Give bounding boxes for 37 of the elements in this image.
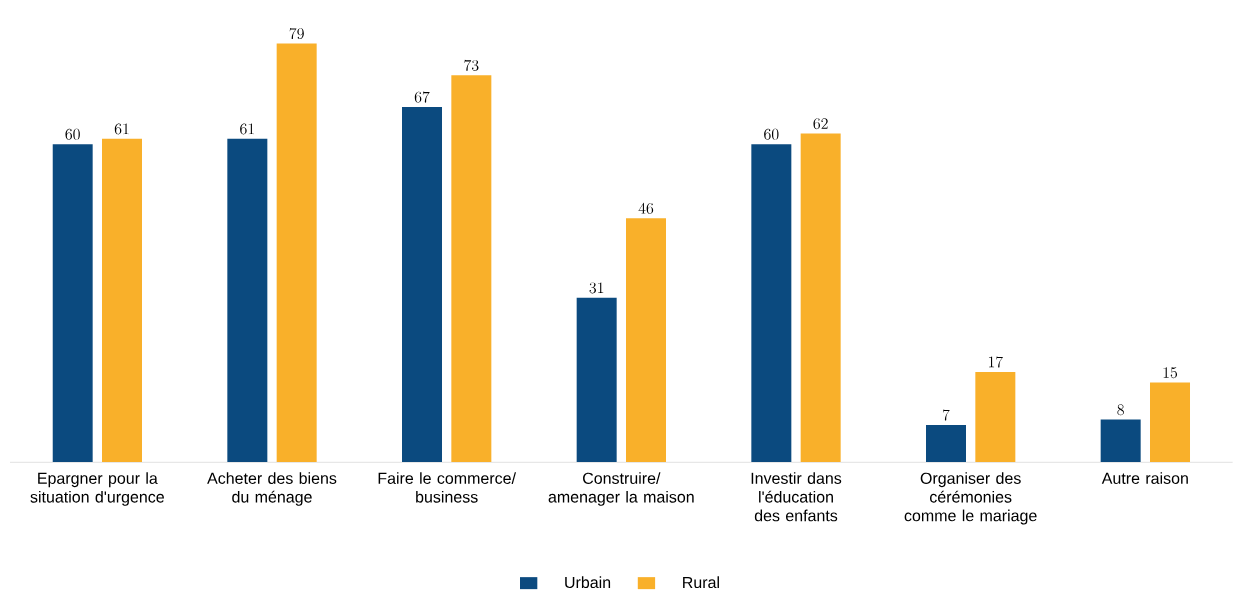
x-tick-label: Acheter des biens du ménage (207, 472, 337, 506)
data-label: 46 (638, 202, 654, 214)
x-tick-label: Autre raison (1101, 472, 1188, 484)
x-tick-label: Construire/ amenager la maison (548, 472, 694, 506)
bar (276, 43, 317, 462)
data-label: 79 (289, 27, 304, 40)
data-label: 61 (240, 123, 254, 135)
x-tick-label: Faire le commerce/ business (378, 472, 516, 503)
bar (626, 218, 667, 462)
bar (52, 144, 93, 462)
bar (576, 297, 617, 462)
bar (751, 144, 792, 462)
legend-label: Urbain (565, 576, 611, 589)
bar (1100, 419, 1141, 462)
data-label: 17 (988, 356, 1003, 368)
data-label: 8 (1117, 404, 1124, 416)
bar (926, 424, 966, 462)
bar (227, 138, 268, 462)
data-label: 73 (464, 59, 479, 71)
bar (102, 138, 142, 462)
x-tick-label: Investir dans l'éducation des enfants (751, 472, 842, 522)
bar (1150, 382, 1190, 462)
bar (975, 371, 1016, 462)
legend-label: Rural (683, 576, 719, 589)
data-label: 67 (414, 91, 430, 103)
data-label: 62 (813, 118, 828, 130)
data-label: 15 (1163, 367, 1178, 379)
x-tick-label: Organiser des cérémonies comme le mariage (904, 472, 1037, 525)
data-label: 60 (65, 128, 80, 140)
bar (451, 75, 492, 462)
data-label: 31 (589, 282, 604, 294)
bar (800, 133, 841, 462)
data-label: 61 (114, 123, 129, 135)
bar (402, 107, 442, 462)
data-label: 7 (942, 409, 950, 421)
x-tick-label: Epargner pour la situation d'urgence (30, 472, 164, 506)
data-label: 60 (764, 128, 779, 140)
